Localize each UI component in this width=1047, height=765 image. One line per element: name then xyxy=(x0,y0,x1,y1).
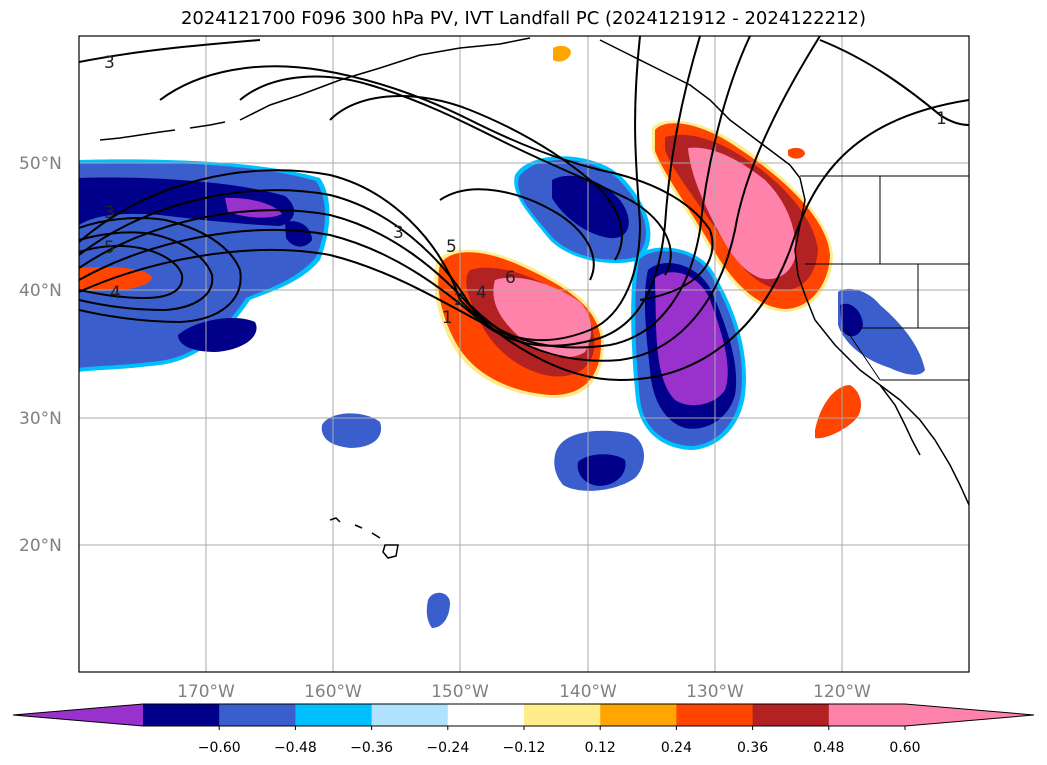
chart-title: 2024121700 F096 300 hPa PV, IVT Landfall… xyxy=(180,8,867,29)
colorbar-bin xyxy=(371,704,449,726)
colorbar-tick-label: 0.60 xyxy=(889,740,920,756)
colorbar-tick-label: −0.12 xyxy=(503,740,546,756)
contour-high-4 xyxy=(439,188,595,281)
colorbar-tick-label: −0.36 xyxy=(350,740,393,756)
colorbar: −0.60 −0.48 −0.36 −0.24 −0.12 0.12 0.24 0.36 0.4… xyxy=(12,703,1035,756)
positive-patch-coast xyxy=(788,147,805,159)
negative-patch-east-coast-core xyxy=(840,303,863,337)
contour-label: 1 xyxy=(442,308,453,328)
pv-contours xyxy=(79,36,969,382)
latitude-labels: 50°N 40°N 30°N 20°N xyxy=(19,154,62,556)
colorbar-bin xyxy=(143,704,220,726)
lon-label: 140°W xyxy=(559,682,617,702)
lon-label: 160°W xyxy=(304,682,362,702)
coastlines xyxy=(99,37,969,559)
contour-high-1 xyxy=(159,65,714,301)
colorbar-tick-label: −0.24 xyxy=(426,740,469,756)
contour-labels: 3 3 5 4 3 5 6 4 2 1 1 xyxy=(104,53,947,328)
contour-label: 1 xyxy=(936,109,947,129)
contour-1 xyxy=(79,99,969,382)
colorbar-bin xyxy=(524,704,601,726)
alaska-coast xyxy=(239,37,801,179)
lon-label: 120°W xyxy=(813,682,871,702)
state-borders xyxy=(800,175,969,381)
map-frame xyxy=(78,35,970,673)
longitude-labels: 170°W 160°W 150°W 140°W 130°W 120°W xyxy=(177,682,871,702)
contour-label: 2 xyxy=(454,290,465,310)
colorbar-extend-min xyxy=(13,704,143,726)
contour-ne-1 xyxy=(819,39,969,126)
negative-patch-south-central-core xyxy=(577,454,626,486)
colorbar-tick-label: 0.36 xyxy=(737,740,768,756)
colorbar-bin xyxy=(828,704,906,726)
lat-label: 20°N xyxy=(19,536,62,556)
colorbar-extend-max xyxy=(905,704,1034,726)
negative-patch-south xyxy=(426,592,450,628)
colorbar-tick-label: 0.48 xyxy=(813,740,844,756)
lat-label: 50°N xyxy=(19,154,62,174)
lon-label: 130°W xyxy=(686,682,744,702)
contour-label: 3 xyxy=(393,223,404,243)
aleutian-islands xyxy=(99,121,226,141)
contour-label: 4 xyxy=(476,283,487,303)
positive-patch-north xyxy=(553,45,571,62)
contour-high-2 xyxy=(239,75,672,276)
lat-label: 40°N xyxy=(19,281,62,301)
colorbar-bin xyxy=(295,704,373,726)
positive-patch-south xyxy=(815,385,862,439)
colorbar-bin xyxy=(600,704,677,726)
negative-anomaly-west-right xyxy=(285,221,312,247)
colorbar-outline xyxy=(12,703,1035,727)
colorbar-bin xyxy=(447,704,525,726)
negative-anomaly-central-core xyxy=(552,175,629,239)
contour-label: 3 xyxy=(104,203,115,223)
contour-label: 5 xyxy=(104,238,115,258)
colorbar-tick-label: −0.60 xyxy=(198,740,241,756)
negative-anomaly-west-lower-core xyxy=(178,318,257,352)
colorbar-cells xyxy=(13,704,1034,726)
contour-4 xyxy=(79,36,701,347)
colorbar-tick-label: −0.48 xyxy=(274,740,317,756)
baja-coast xyxy=(879,384,921,456)
contour-low-west-2 xyxy=(79,231,214,312)
negative-patch-hawaii-west xyxy=(321,413,382,448)
north-america-coast xyxy=(794,177,969,506)
negative-patch-east-coast xyxy=(838,288,925,375)
map-plot-area: 3 3 5 4 3 5 6 4 2 1 1 xyxy=(79,36,969,672)
graticule xyxy=(79,36,969,672)
colorbar-tick-label: 0.24 xyxy=(661,740,692,756)
contour-label: 6 xyxy=(505,268,516,288)
hawaii-islands xyxy=(329,517,399,559)
colorbar-bin xyxy=(752,704,830,726)
contour-low-west-1 xyxy=(79,217,242,324)
colorbar-tick-label: 0.12 xyxy=(585,740,616,756)
colorbar-ticks: −0.60 −0.48 −0.36 −0.24 −0.12 0.12 0.24 0.36 0.4… xyxy=(198,726,921,756)
lat-label: 30°N xyxy=(19,409,62,429)
contour-label: 5 xyxy=(446,237,457,257)
filled-anomalies xyxy=(79,45,925,628)
contour-label: 4 xyxy=(110,283,121,303)
contour-label: 3 xyxy=(104,53,115,73)
lon-label: 150°W xyxy=(431,682,489,702)
contour-2 xyxy=(79,36,821,362)
contour-low-west-3 xyxy=(79,244,184,300)
contour-north-1 xyxy=(79,39,261,63)
colorbar-bin xyxy=(676,704,754,726)
lon-label: 170°W xyxy=(177,682,235,702)
colorbar-bin xyxy=(219,704,296,726)
contour-high-3 xyxy=(329,95,623,261)
